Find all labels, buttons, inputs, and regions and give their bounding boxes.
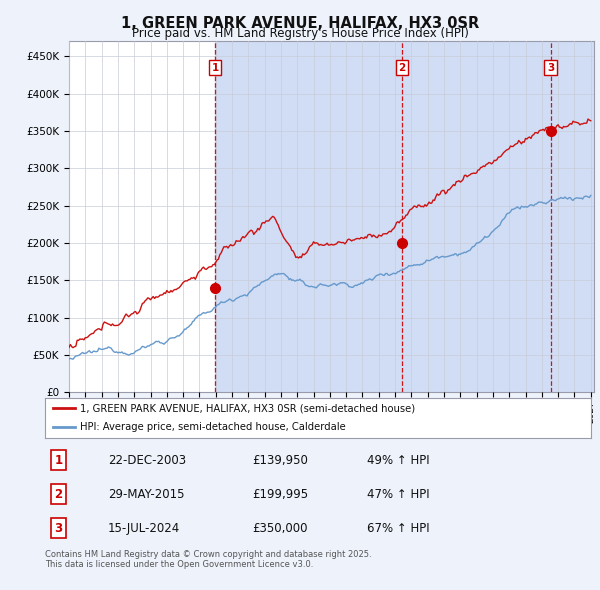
Bar bbox=[215, 41, 402, 392]
Text: 3: 3 bbox=[547, 63, 554, 73]
Text: 1, GREEN PARK AVENUE, HALIFAX, HX3 0SR: 1, GREEN PARK AVENUE, HALIFAX, HX3 0SR bbox=[121, 16, 479, 31]
Text: 49% ↑ HPI: 49% ↑ HPI bbox=[367, 454, 430, 467]
Text: Price paid vs. HM Land Registry's House Price Index (HPI): Price paid vs. HM Land Registry's House … bbox=[131, 27, 469, 40]
Bar bbox=[551, 41, 594, 392]
Text: 1, GREEN PARK AVENUE, HALIFAX, HX3 0SR (semi-detached house): 1, GREEN PARK AVENUE, HALIFAX, HX3 0SR (… bbox=[80, 404, 416, 414]
Text: 1: 1 bbox=[55, 454, 63, 467]
Text: £350,000: £350,000 bbox=[253, 522, 308, 535]
Text: 15-JUL-2024: 15-JUL-2024 bbox=[108, 522, 180, 535]
Text: Contains HM Land Registry data © Crown copyright and database right 2025.
This d: Contains HM Land Registry data © Crown c… bbox=[45, 550, 371, 569]
Bar bbox=[402, 41, 551, 392]
Text: 2: 2 bbox=[398, 63, 406, 73]
Text: 3: 3 bbox=[55, 522, 63, 535]
Text: HPI: Average price, semi-detached house, Calderdale: HPI: Average price, semi-detached house,… bbox=[80, 422, 346, 432]
Text: £139,950: £139,950 bbox=[253, 454, 308, 467]
Text: 29-MAY-2015: 29-MAY-2015 bbox=[108, 487, 184, 501]
Text: £199,995: £199,995 bbox=[253, 487, 308, 501]
Text: 1: 1 bbox=[212, 63, 219, 73]
Text: 2: 2 bbox=[55, 487, 63, 501]
Text: 22-DEC-2003: 22-DEC-2003 bbox=[108, 454, 186, 467]
Bar bbox=[551, 41, 594, 392]
Text: 67% ↑ HPI: 67% ↑ HPI bbox=[367, 522, 430, 535]
Text: 47% ↑ HPI: 47% ↑ HPI bbox=[367, 487, 430, 501]
